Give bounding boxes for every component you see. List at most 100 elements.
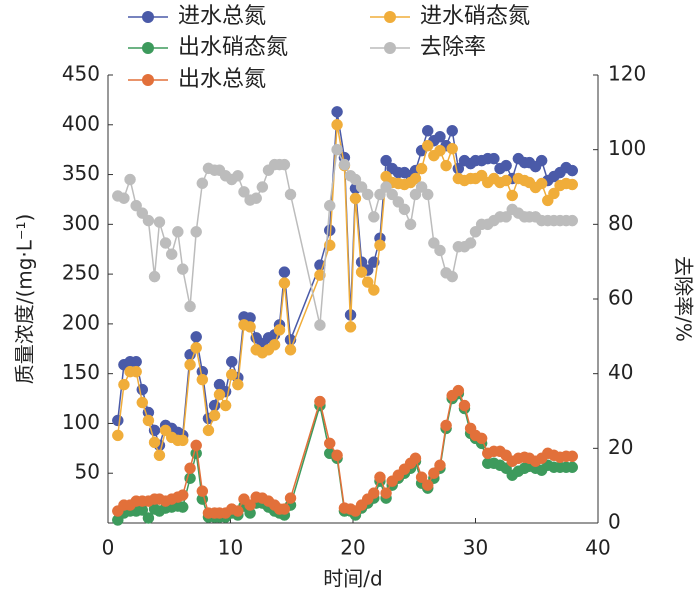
point bbox=[506, 189, 518, 202]
point bbox=[421, 139, 434, 152]
point bbox=[273, 324, 286, 336]
point bbox=[148, 270, 161, 283]
point bbox=[284, 344, 297, 356]
point bbox=[284, 188, 297, 201]
point bbox=[452, 384, 465, 397]
y2-tick-label: 20 bbox=[608, 435, 633, 459]
point bbox=[278, 503, 291, 515]
point bbox=[349, 173, 362, 186]
point bbox=[323, 199, 336, 212]
point bbox=[130, 199, 142, 212]
x-axis-title: 时间/d bbox=[323, 567, 382, 591]
x-tick-label: 20 bbox=[340, 536, 365, 560]
legend-label: 出水总氮 bbox=[178, 67, 266, 92]
point bbox=[380, 181, 392, 193]
point bbox=[475, 432, 488, 445]
point bbox=[415, 471, 428, 483]
point bbox=[136, 396, 149, 409]
point bbox=[208, 409, 221, 422]
point bbox=[219, 399, 232, 412]
point bbox=[232, 378, 244, 391]
y2-tick-label: 40 bbox=[608, 360, 633, 384]
point bbox=[392, 196, 405, 208]
point bbox=[190, 439, 202, 452]
point bbox=[314, 319, 326, 331]
point bbox=[165, 248, 178, 260]
point bbox=[380, 487, 392, 499]
point bbox=[446, 125, 458, 137]
point bbox=[374, 471, 386, 483]
point bbox=[190, 342, 202, 354]
point bbox=[446, 142, 458, 155]
point bbox=[374, 239, 386, 251]
point bbox=[124, 173, 136, 186]
y2-tick-label: 120 bbox=[608, 62, 646, 86]
legend-label: 出水硝态氮 bbox=[178, 35, 288, 60]
point bbox=[118, 192, 130, 204]
point bbox=[130, 365, 142, 378]
y-tick-label: 350 bbox=[62, 161, 100, 185]
point bbox=[184, 358, 196, 371]
point bbox=[428, 467, 440, 479]
y2-tick-label: 80 bbox=[608, 211, 633, 235]
point bbox=[374, 188, 386, 201]
point bbox=[409, 188, 422, 201]
point bbox=[566, 178, 579, 191]
point bbox=[278, 266, 291, 278]
y-axis-title: 质量浓度/(mg·L⁻¹) bbox=[13, 214, 37, 385]
point bbox=[566, 164, 579, 177]
point bbox=[446, 270, 458, 283]
point bbox=[136, 207, 149, 219]
point bbox=[323, 437, 336, 450]
point bbox=[404, 218, 417, 231]
point bbox=[464, 237, 477, 249]
legend-marker bbox=[384, 42, 396, 54]
point bbox=[566, 214, 579, 227]
point bbox=[142, 414, 155, 427]
y-tick-label: 100 bbox=[62, 410, 100, 434]
legend-label: 去除率 bbox=[420, 35, 486, 60]
point bbox=[361, 276, 374, 288]
point bbox=[548, 187, 560, 200]
legend-label: 进水总氮 bbox=[178, 4, 266, 29]
point bbox=[488, 152, 500, 165]
point bbox=[434, 459, 446, 472]
point bbox=[225, 368, 238, 381]
point bbox=[112, 414, 124, 427]
point bbox=[409, 172, 422, 185]
point bbox=[284, 492, 297, 504]
point bbox=[500, 174, 512, 187]
point bbox=[314, 269, 326, 281]
point bbox=[159, 237, 172, 249]
point bbox=[172, 226, 184, 238]
y-tick-label: 50 bbox=[75, 460, 100, 484]
point bbox=[232, 505, 244, 517]
x-tick-label: 0 bbox=[102, 536, 115, 560]
point bbox=[153, 216, 166, 228]
y2-tick-label: 100 bbox=[608, 136, 646, 160]
point bbox=[500, 211, 512, 223]
point bbox=[232, 170, 244, 182]
point bbox=[434, 244, 446, 257]
point bbox=[225, 355, 238, 368]
point bbox=[196, 373, 209, 386]
point bbox=[268, 339, 281, 351]
point bbox=[368, 487, 380, 499]
point bbox=[213, 388, 226, 401]
point bbox=[184, 300, 196, 313]
x-tick-label: 30 bbox=[463, 536, 488, 560]
point bbox=[153, 449, 166, 462]
point bbox=[331, 449, 343, 462]
legend-marker bbox=[142, 74, 154, 86]
legend-marker bbox=[384, 11, 396, 23]
y-tick-label: 250 bbox=[62, 261, 100, 285]
y2-tick-label: 60 bbox=[608, 286, 633, 310]
point bbox=[314, 395, 326, 408]
point bbox=[176, 489, 189, 501]
point bbox=[344, 321, 357, 333]
legend-marker bbox=[142, 11, 154, 23]
x-tick-label: 40 bbox=[585, 536, 610, 560]
point bbox=[566, 450, 579, 463]
point bbox=[142, 512, 155, 524]
